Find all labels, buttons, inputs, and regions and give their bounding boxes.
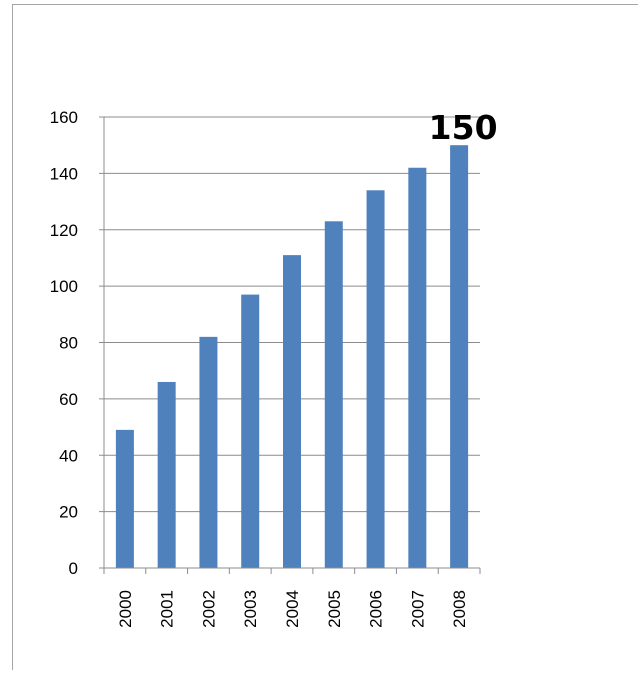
bar-2002: [199, 336, 218, 568]
x-tick-label: 2008: [450, 590, 469, 628]
chart-frame: [12, 4, 638, 670]
bar-2007: [408, 167, 427, 569]
y-tick-labels: 0 20 40 60 80 100 120 140 160: [50, 108, 78, 578]
x-tick-label: 2006: [367, 590, 386, 628]
bar-2004: [283, 255, 301, 568]
bars: [115, 145, 469, 569]
x-tick-label: 2001: [158, 590, 177, 628]
bar-2000: [115, 429, 134, 568]
bar-2001: [157, 381, 176, 568]
y-tick-label: 0: [69, 559, 78, 578]
y-tick-label: 120: [50, 221, 78, 240]
x-tick-label: 2004: [283, 590, 302, 628]
axes: [99, 116, 481, 574]
bar-2003: [241, 294, 260, 568]
bar-2006: [366, 190, 385, 568]
x-tick-label: 2005: [325, 590, 344, 628]
y-tick-label: 160: [50, 108, 78, 127]
y-tick-label: 140: [50, 164, 78, 183]
y-tick-label: 40: [59, 446, 78, 465]
x-tick-labels: 2000 2001 2002 2003 2004 2005 2006 2007 2008: [116, 590, 469, 628]
x-tick-label: 2007: [408, 590, 427, 628]
y-tick-label: 20: [59, 503, 78, 522]
x-tick-label: 2003: [241, 590, 260, 628]
x-tick-label: 2000: [116, 590, 135, 628]
annotations: 150: [429, 108, 498, 147]
x-tick-label: 2002: [199, 590, 218, 628]
bar-2008: [450, 145, 469, 568]
y-tick-label: 60: [59, 390, 78, 409]
y-tick-label: 80: [59, 334, 78, 353]
bar-2005: [324, 221, 343, 568]
y-tick-label: 100: [50, 277, 78, 296]
peak-value-label: 150: [429, 108, 498, 147]
